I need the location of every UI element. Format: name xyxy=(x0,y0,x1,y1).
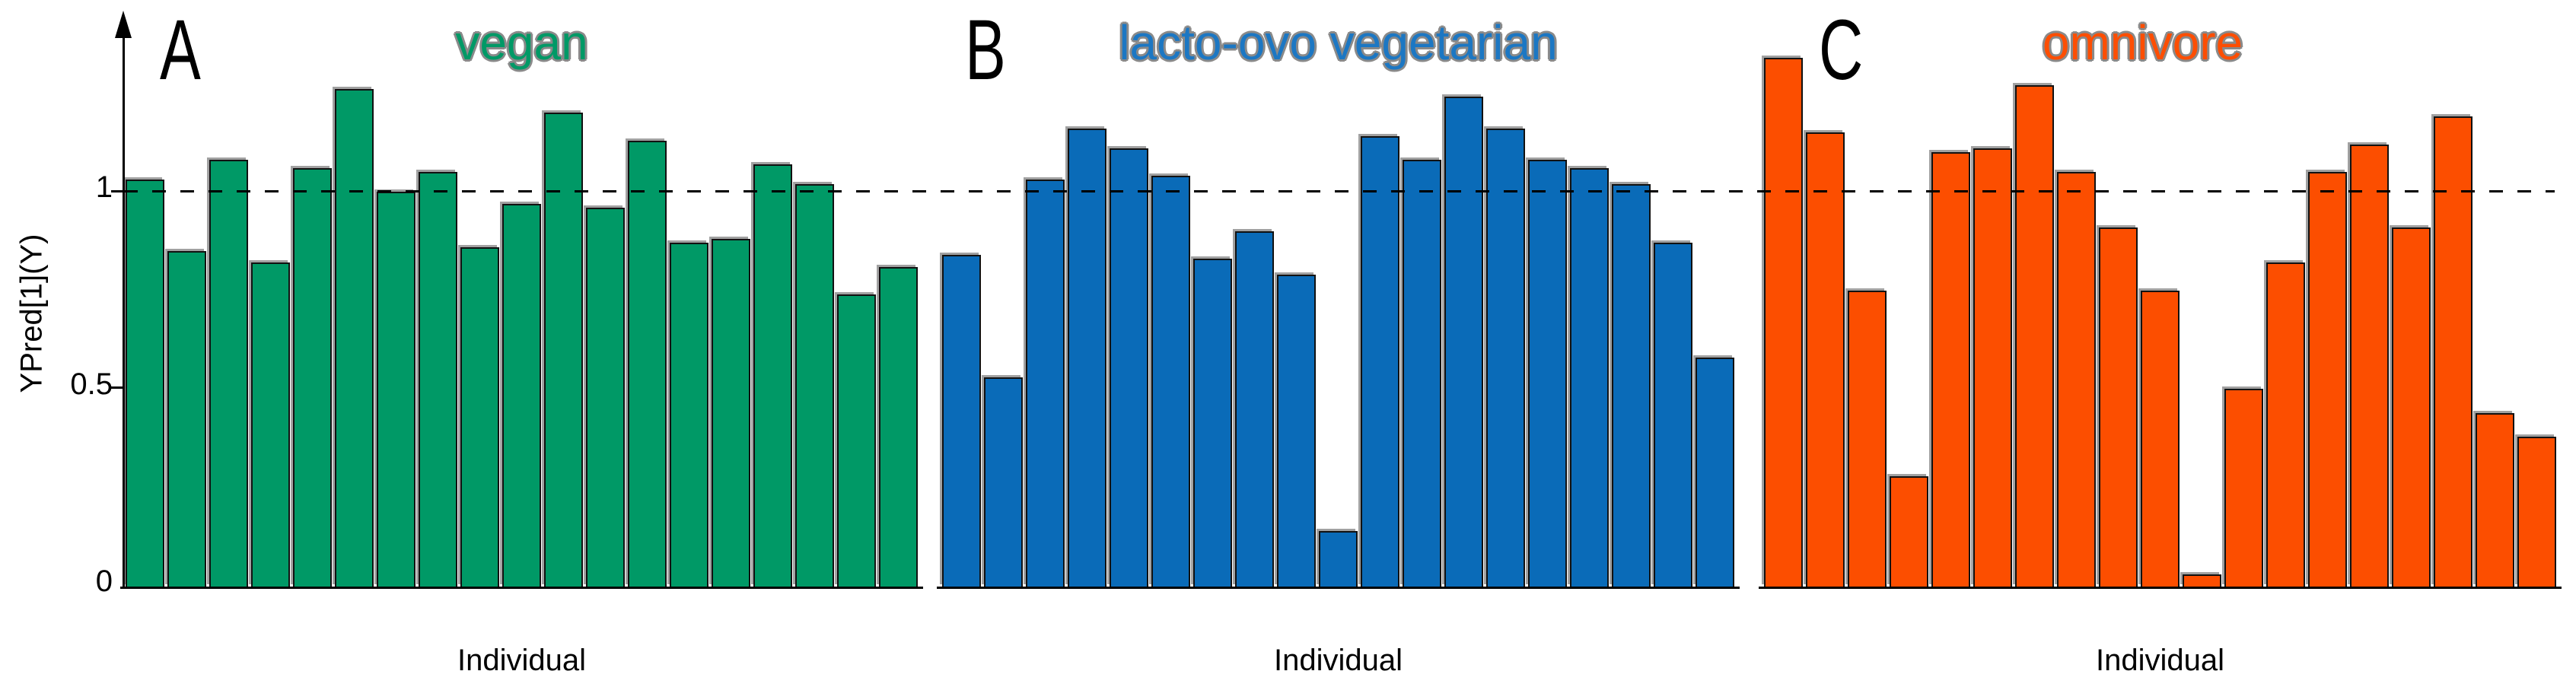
bar-individual-19 xyxy=(1696,358,1734,587)
bar-individual-13 xyxy=(2266,262,2305,587)
bar-individual-5 xyxy=(1110,148,1148,587)
bar-individual-13 xyxy=(628,141,667,587)
bar-individual-17 xyxy=(2434,116,2473,587)
bar-individual-12 xyxy=(1403,160,1441,587)
bar-individual-9 xyxy=(2099,227,2138,587)
x-axis-line xyxy=(120,587,923,589)
bar-individual-3 xyxy=(209,160,248,587)
bar-individual-8 xyxy=(419,172,457,587)
bar-individual-6 xyxy=(1973,148,2012,587)
panel-letter-A: A xyxy=(160,2,201,97)
bar-individual-18 xyxy=(1654,243,1692,587)
y-tick-label-0_5: 0.5 xyxy=(70,367,113,401)
reference-line xyxy=(124,190,2555,192)
bar-individual-12 xyxy=(2224,389,2263,587)
y-axis-line xyxy=(123,29,125,589)
x-axis-label: Individual xyxy=(2095,644,2225,677)
panel-title: vegan xyxy=(455,15,588,70)
bar-individual-15 xyxy=(2350,145,2389,587)
bar-individual-4 xyxy=(1890,476,1928,587)
bar-individual-15 xyxy=(712,239,750,587)
panel-title: lacto-ovo vegetarian xyxy=(1119,15,1558,70)
bar-individual-17 xyxy=(795,184,834,587)
bar-individual-12 xyxy=(586,208,625,587)
x-axis-label: Individual xyxy=(457,644,587,677)
bar-individual-16 xyxy=(1570,168,1609,587)
bar-individual-8 xyxy=(2057,172,2096,587)
bar-individual-5 xyxy=(1931,152,1970,587)
bar-individual-17 xyxy=(1612,184,1651,587)
bar-individual-6 xyxy=(1151,176,1190,587)
bar-individual-7 xyxy=(377,192,416,587)
bar-individual-11 xyxy=(1361,136,1399,587)
bar-individual-2 xyxy=(167,251,206,587)
bar-individual-5 xyxy=(293,168,332,587)
bar-individual-16 xyxy=(2392,227,2431,587)
bar-individual-10 xyxy=(1319,531,1358,587)
bar-individual-4 xyxy=(1068,129,1107,587)
bar-individual-9 xyxy=(460,247,499,587)
bar-individual-1 xyxy=(942,255,981,587)
bar-individual-6 xyxy=(335,89,374,587)
bar-individual-11 xyxy=(2183,574,2221,587)
y-tick-label-0: 0 xyxy=(95,565,113,598)
panel-letter-C: C xyxy=(1819,2,1864,97)
bar-individual-14 xyxy=(2308,172,2347,587)
bar-individual-9 xyxy=(1277,275,1316,587)
bar-individual-13 xyxy=(1444,97,1483,587)
bar-individual-3 xyxy=(1848,291,1887,587)
panel-title: omnivore xyxy=(2042,15,2243,70)
bar-individual-19 xyxy=(879,267,918,587)
y-tick-1 xyxy=(111,190,123,192)
bar-individual-8 xyxy=(1235,231,1274,587)
y-axis-arrow-icon xyxy=(115,11,132,38)
bar-individual-18 xyxy=(837,294,876,587)
bar-individual-3 xyxy=(1026,180,1065,587)
bar-individual-4 xyxy=(251,262,290,587)
bar-individual-14 xyxy=(1486,129,1525,587)
bar-individual-7 xyxy=(1193,259,1232,587)
bar-individual-11 xyxy=(544,113,583,587)
bar-individual-15 xyxy=(1528,160,1567,587)
bar-individual-14 xyxy=(670,243,708,587)
bar-individual-2 xyxy=(1806,132,1845,587)
bar-individual-7 xyxy=(2015,85,2054,587)
bar-individual-1 xyxy=(126,180,164,587)
y-axis-title: YPred[1](Y) xyxy=(14,234,49,393)
bar-individual-18 xyxy=(2476,413,2514,587)
x-axis-line xyxy=(1759,587,2562,589)
x-axis-label: Individual xyxy=(1273,644,1403,677)
bar-individual-10 xyxy=(2141,291,2180,587)
bar-individual-10 xyxy=(502,204,541,587)
x-axis-line xyxy=(937,587,1740,589)
y-tick-0_5 xyxy=(111,386,123,389)
bar-individual-1 xyxy=(1764,58,1803,587)
y-tick-label-1: 1 xyxy=(95,170,113,204)
bar-individual-19 xyxy=(2517,437,2556,587)
bar-individual-2 xyxy=(984,377,1023,587)
panel-letter-B: B xyxy=(965,2,1006,97)
bar-individual-16 xyxy=(753,164,792,587)
